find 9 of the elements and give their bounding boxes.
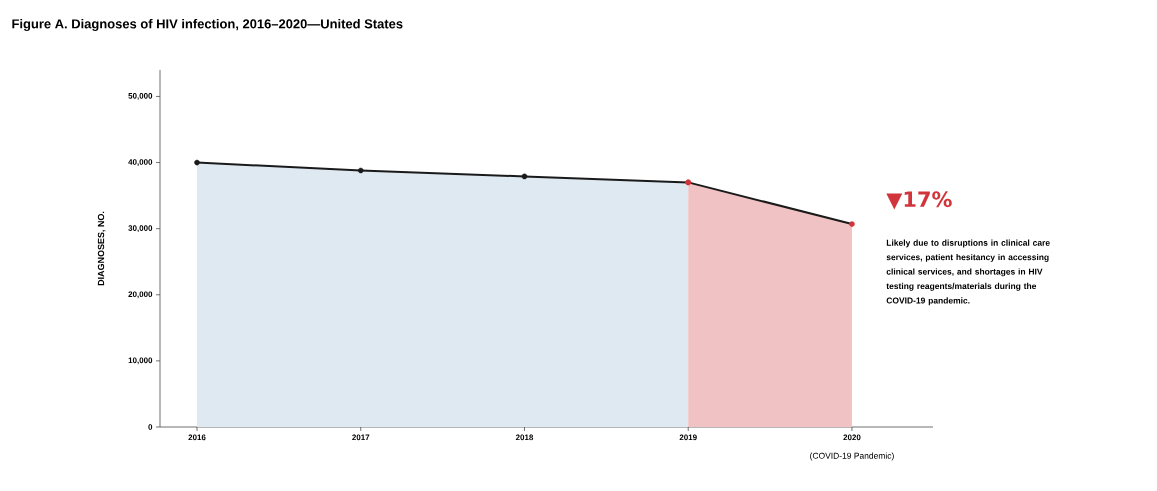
point: [521, 173, 528, 180]
annotation: Likely due to disruptions in clinical care services, patient hesitancy in accessing clinical services, and shortages in HIV testing reagents/materials during the COVID-19 pandemic.: [886, 239, 1050, 306]
point: [357, 167, 364, 174]
point: [849, 221, 855, 227]
text: (COVID-19 Pandemic): [810, 452, 894, 461]
chart-title: Figure A. Diagnoses of HIV infection, 2016–2020—United States: [12, 18, 403, 32]
y-axis-title: DIAGNOSES, NO.: [97, 211, 106, 286]
point: [194, 159, 200, 166]
annotation: ▼17%: [886, 191, 952, 210]
